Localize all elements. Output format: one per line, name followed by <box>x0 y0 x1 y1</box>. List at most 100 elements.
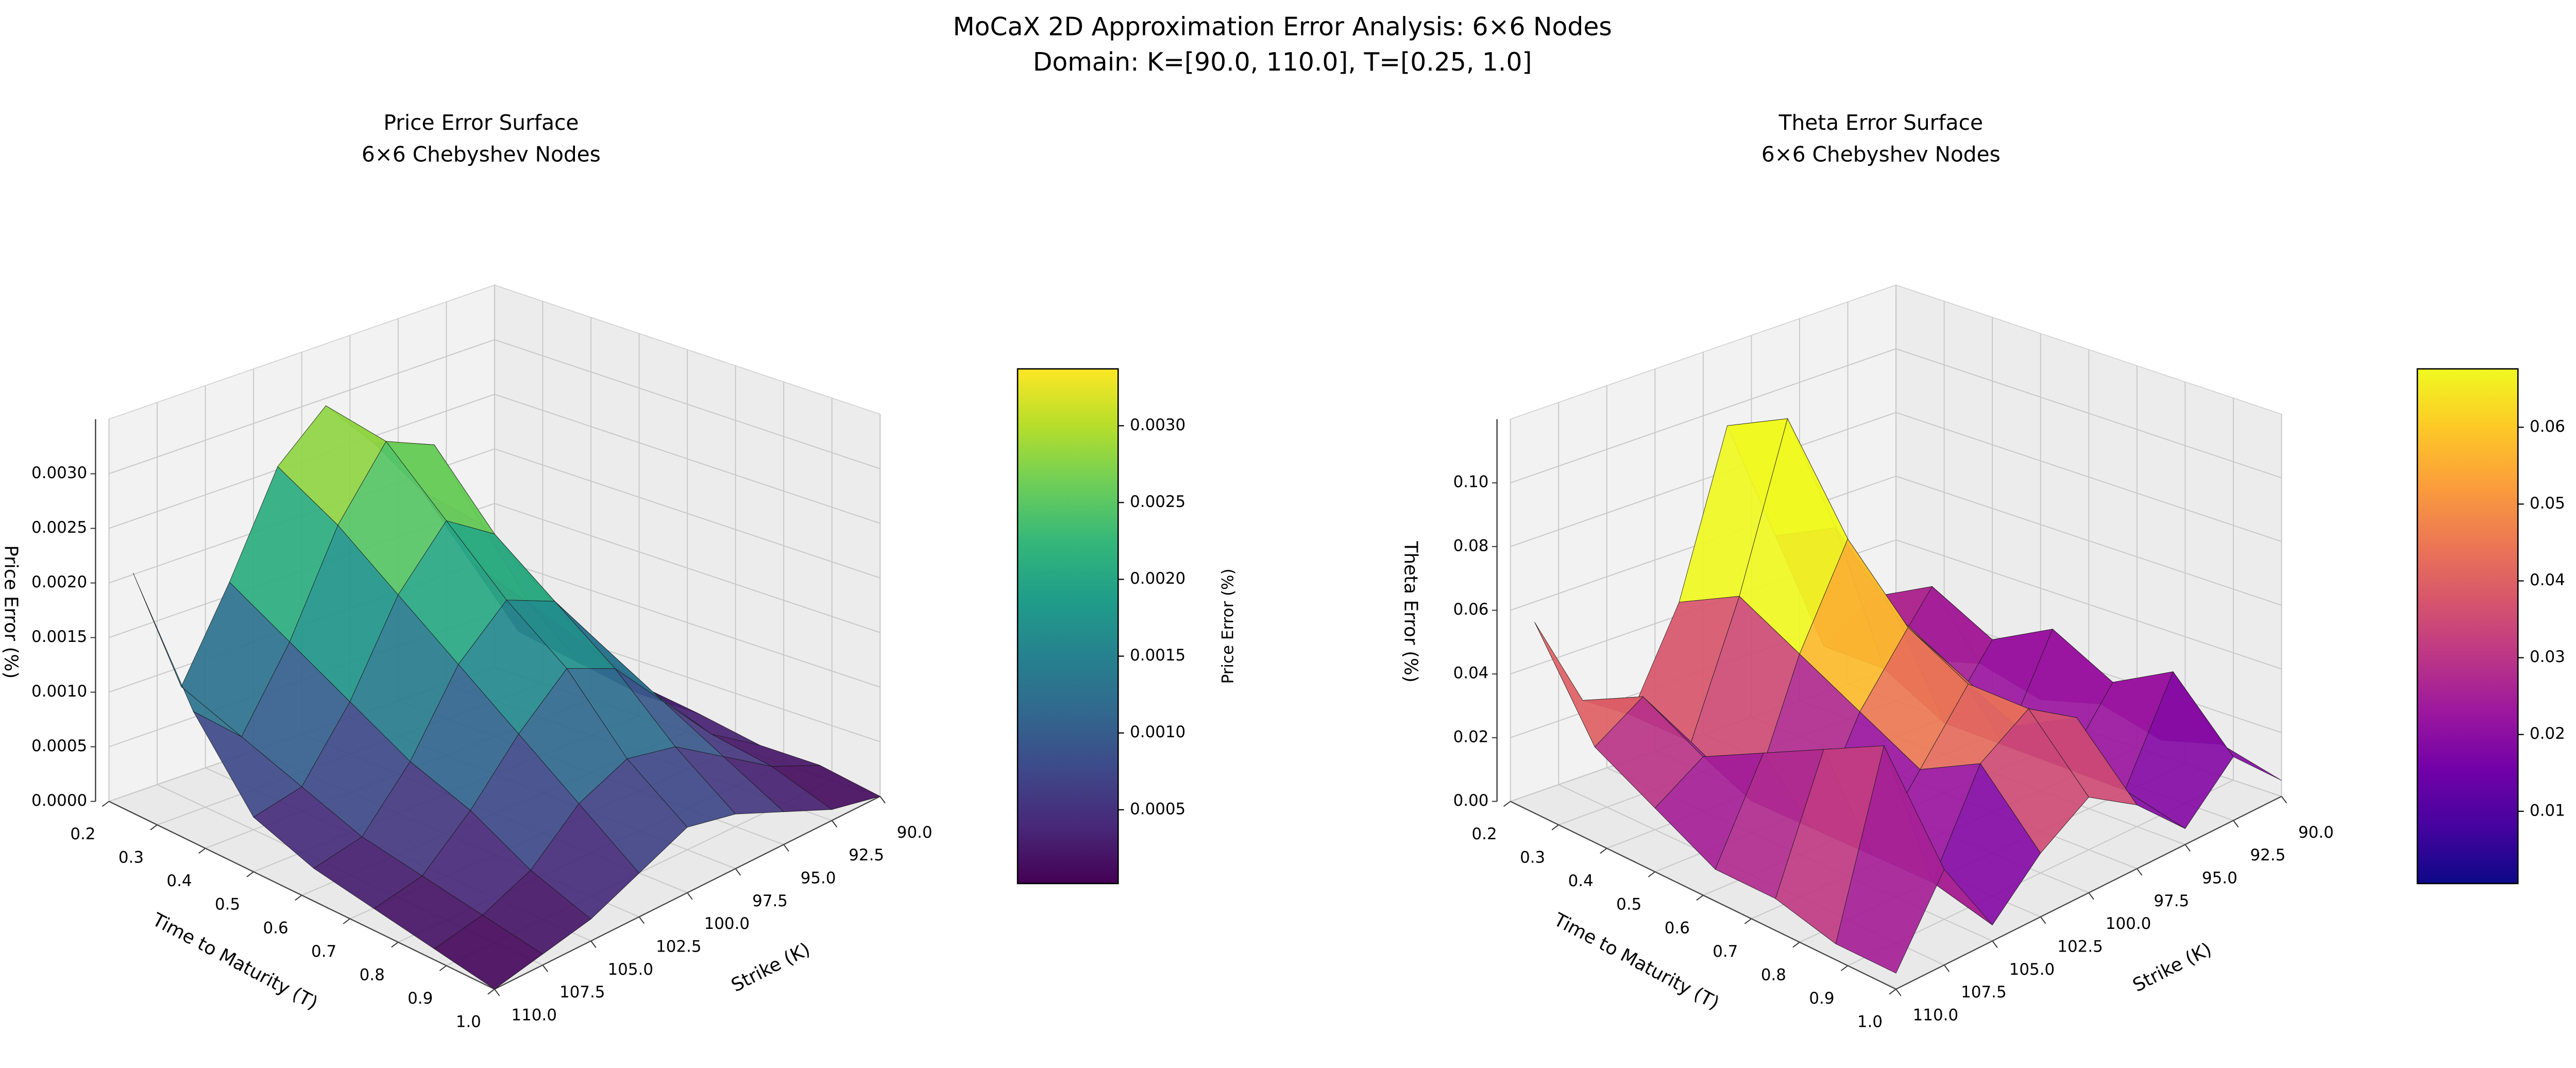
x-tick-label: 100.0 <box>704 914 750 933</box>
y-tick-label: 0.5 <box>215 895 240 914</box>
y-tick <box>439 965 447 971</box>
y-tick <box>1600 847 1607 854</box>
z-tick-label: 0.02 <box>1453 727 1489 746</box>
x-tick <box>687 892 693 900</box>
figure-title: MoCaX 2D Approximation Error Analysis: 6… <box>953 12 1612 41</box>
z-tick-label: 0.0015 <box>31 628 87 646</box>
z-tick-label: 0.00 <box>1453 791 1489 810</box>
grid-line <box>494 448 880 579</box>
colorbar-tick-label: 0.04 <box>2530 571 2565 589</box>
surface-patch <box>1835 745 1945 974</box>
colorbar <box>2416 368 2519 885</box>
y-tick <box>487 989 495 995</box>
y-axis-label: Time to Maturity (T) <box>148 909 321 1014</box>
colorbar-tick-label: 0.0020 <box>1130 569 1185 588</box>
y-tick <box>343 918 350 924</box>
x-tick <box>542 964 548 972</box>
x-tick <box>1943 964 1950 972</box>
panel-title: Theta Error Surface <box>1778 110 1983 135</box>
x-tick <box>1992 940 1998 948</box>
z-tick-label: 0.0025 <box>31 518 87 537</box>
y-tick <box>1696 894 1704 901</box>
grid-line <box>494 394 880 524</box>
z-tick-label: 0.0030 <box>31 464 87 482</box>
y-tick <box>1840 965 1849 971</box>
colorbar-tick-label: 0.02 <box>2530 724 2565 743</box>
y-tick <box>1503 801 1511 807</box>
y-tick <box>391 942 399 948</box>
y-tick-label: 0.6 <box>1665 919 1690 937</box>
y-tick <box>246 871 254 877</box>
x-tick <box>831 820 838 828</box>
y-tick-label: 0.9 <box>408 989 433 1008</box>
z-tick-label: 0.08 <box>1453 536 1489 555</box>
colorbar-tick-label: 0.0010 <box>1130 723 1185 741</box>
x-tick-label: 110.0 <box>511 1006 556 1024</box>
x-tick <box>735 868 741 876</box>
z-tick-label: 0.06 <box>1453 600 1489 619</box>
z-tick-label: 0.0020 <box>31 573 87 591</box>
y-tick <box>1889 989 1896 995</box>
y-tick-label: 0.9 <box>1809 989 1834 1008</box>
colorbar-tick-label: 0.0030 <box>1130 416 1185 434</box>
x-tick <box>1895 989 1902 996</box>
colorbar-tick-label: 0.03 <box>2530 648 2565 666</box>
x-tick-label: 107.5 <box>560 983 605 1002</box>
x-tick-label: 102.5 <box>2057 937 2103 956</box>
x-tick-label: 92.5 <box>849 846 884 864</box>
x-tick <box>638 917 645 924</box>
colorbar-tick-label: 0.0005 <box>1130 800 1185 818</box>
surface-patch <box>434 914 544 990</box>
panel-subtitle: 6×6 Chebyshev Nodes <box>1761 142 2001 167</box>
y-tick-label: 0.2 <box>70 825 95 843</box>
grid-line <box>1510 412 1896 547</box>
z-axis-label: Price Error (%) <box>1 545 22 679</box>
x-tick-label: 107.5 <box>1961 983 2006 1002</box>
y-tick <box>1551 824 1559 830</box>
grid-line <box>494 503 880 633</box>
colorbar <box>1016 368 1119 885</box>
grid-line <box>1510 348 1896 484</box>
y-axis-label: Time to Maturity (T) <box>1550 909 1722 1014</box>
y-tick-label: 0.5 <box>1616 895 1641 914</box>
panel-subtitle: 6×6 Chebyshev Nodes <box>362 142 601 167</box>
y-tick <box>1648 871 1655 877</box>
z-tick-label: 0.0000 <box>31 791 87 810</box>
z-tick-label: 0.04 <box>1453 664 1489 683</box>
y-tick <box>198 847 206 854</box>
z-axis-label: Theta Error (%) <box>1400 541 1421 683</box>
colorbar-tick-label: 0.0025 <box>1130 493 1185 511</box>
x-tick <box>2040 917 2046 924</box>
x-axis-label: Strike (K) <box>2129 939 2215 996</box>
x-tick <box>2233 820 2239 828</box>
panel-title: Price Error Surface <box>383 110 579 135</box>
y-tick <box>150 824 158 830</box>
y-tick <box>101 801 110 807</box>
grid-line <box>494 557 880 688</box>
colorbar-tick-label: 0.01 <box>2530 801 2565 820</box>
x-tick-label: 102.5 <box>656 937 701 956</box>
x-tick <box>590 940 597 948</box>
y-tick-label: 0.6 <box>263 919 289 937</box>
y-tick-label: 0.4 <box>1568 872 1594 890</box>
z-tick-label: 0.0005 <box>31 737 87 755</box>
x-tick-label: 110.0 <box>1913 1006 1958 1024</box>
grid-line <box>494 339 880 469</box>
grid-line <box>1895 539 2282 670</box>
x-tick-label: 100.0 <box>2106 914 2151 933</box>
x-tick <box>2088 892 2094 900</box>
x-tick-label: 105.0 <box>608 960 653 979</box>
grid-line <box>1895 412 2282 543</box>
colorbar-tick-label: 0.0015 <box>1130 646 1185 665</box>
y-tick-label: 1.0 <box>1857 1012 1883 1031</box>
x-tick-label: 105.0 <box>2009 960 2055 979</box>
grid-line <box>109 339 495 474</box>
y-tick-label: 0.4 <box>166 872 192 890</box>
x-tick-label: 95.0 <box>2202 869 2238 887</box>
x-tick <box>2184 844 2191 852</box>
y-tick-label: 0.8 <box>1761 965 1786 984</box>
x-tick <box>494 989 500 996</box>
colorbar-tick-label: 0.06 <box>2530 417 2565 436</box>
